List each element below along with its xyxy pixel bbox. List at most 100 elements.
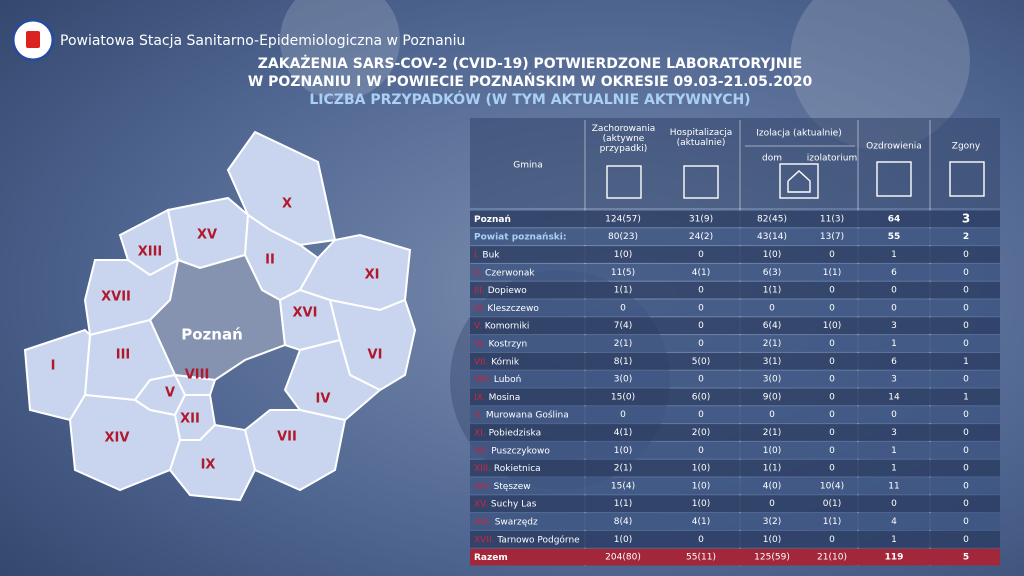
cell: 10(4) xyxy=(820,481,844,491)
cell: 6 xyxy=(891,268,897,278)
cell: 2(1) xyxy=(763,339,781,349)
cell: 0 xyxy=(620,410,626,420)
cell: 1(0) xyxy=(614,446,632,456)
cell: 2(1) xyxy=(614,464,632,474)
row-name: Razem xyxy=(474,553,508,563)
region xyxy=(68,393,182,492)
cell: 0 xyxy=(829,446,835,456)
row-label: IX. Mosina xyxy=(474,392,520,402)
cell: 0 xyxy=(963,250,969,260)
row-label: I. Buk xyxy=(474,250,500,260)
row-name: Dopiewo xyxy=(488,286,528,296)
cell: 3 xyxy=(891,321,897,331)
map-label: V xyxy=(165,386,175,401)
row-numeral: XIV. xyxy=(474,481,491,491)
cell: 1(0) xyxy=(763,535,781,545)
map-label: XV xyxy=(197,228,217,243)
cell: 6(0) xyxy=(692,392,710,402)
row-bg xyxy=(470,281,1000,299)
cell: 0 xyxy=(698,303,704,313)
cell: 64 xyxy=(888,214,901,224)
cell: 13(7) xyxy=(820,232,844,242)
row-bg xyxy=(470,548,1000,566)
cell: 11(5) xyxy=(611,268,635,278)
row-name: Luboń xyxy=(494,375,521,385)
row-name: Poznań xyxy=(474,214,511,224)
row-bg xyxy=(470,317,1000,335)
map-label: XIV xyxy=(105,431,130,446)
header-hospital: Hospitalizacja (aktualnie) xyxy=(669,128,733,148)
row-bg xyxy=(470,459,1000,477)
row-name: Swarzędz xyxy=(495,517,538,527)
cell: 0 xyxy=(829,303,835,313)
map-label: III xyxy=(116,348,131,363)
cell: 3(2) xyxy=(763,517,781,527)
cell: 0 xyxy=(963,303,969,313)
cell: 0 xyxy=(698,535,704,545)
map-label: XII xyxy=(180,412,200,427)
header-icons xyxy=(606,161,985,199)
cell: 0 xyxy=(698,339,704,349)
row-bg xyxy=(470,530,1000,548)
cell: 0 xyxy=(698,250,704,260)
cell: 0 xyxy=(829,428,835,438)
row-bg xyxy=(470,263,1000,281)
cell: 0 xyxy=(891,499,897,509)
cell: 1 xyxy=(891,250,897,260)
cell: 1 xyxy=(891,446,897,456)
map-label: Poznań xyxy=(181,326,243,344)
cell: 14 xyxy=(888,392,900,402)
row-label: Poznań xyxy=(474,214,511,224)
map-label: XVI xyxy=(293,306,318,321)
map-label: I xyxy=(51,359,56,374)
title-line: W POZNANIU I W POWIECIE POZNAŃSKIM W OKR… xyxy=(248,72,813,90)
row-bg xyxy=(470,513,1000,530)
map-label: X xyxy=(282,197,292,212)
cell: 4(1) xyxy=(692,517,710,527)
cell: 0 xyxy=(698,375,704,385)
cell: 7(4) xyxy=(614,321,632,331)
cell: 0 xyxy=(963,517,969,527)
cell: 11(3) xyxy=(820,214,844,224)
row-numeral: IX. xyxy=(474,392,486,402)
cell: 5(0) xyxy=(692,357,710,367)
row-numeral: XV. xyxy=(474,499,488,509)
cell: 0 xyxy=(829,286,835,296)
region xyxy=(283,338,382,422)
row-name: Pobiedziska xyxy=(489,428,542,438)
row-bg xyxy=(470,370,1000,388)
header-deaths: Zgony xyxy=(952,142,981,152)
region xyxy=(168,423,257,502)
cell: 24(2) xyxy=(689,232,713,242)
row-numeral: V. xyxy=(474,321,482,331)
row-numeral: I. xyxy=(474,250,480,260)
row-label: XIV. Stęszew xyxy=(474,481,531,491)
cell: 1(1) xyxy=(614,286,632,296)
row-numeral: XI. xyxy=(474,428,486,438)
region xyxy=(243,409,347,492)
map-label: IX xyxy=(201,458,216,473)
header-gmina: Gmina xyxy=(513,161,542,171)
row-numeral: III. xyxy=(474,286,485,296)
row-numeral: VII. xyxy=(474,357,488,367)
row-numeral: II. xyxy=(474,268,482,278)
cell: 0 xyxy=(963,410,969,420)
region-poznan xyxy=(148,253,287,382)
cell: 0 xyxy=(963,428,969,438)
table: Gmina Zachorowania (aktywne przypadki) H… xyxy=(470,118,1000,566)
map xyxy=(23,130,417,502)
cell: 1(1) xyxy=(823,517,841,527)
row-label: XI. Pobiedziska xyxy=(474,428,541,438)
row-numeral: XII. xyxy=(474,446,488,456)
row-name: Kostrzyn xyxy=(489,339,528,349)
row-name: Suchy Las xyxy=(491,499,537,509)
cell: 1 xyxy=(891,339,897,349)
cell: 2(1) xyxy=(763,428,781,438)
cell: 0(1) xyxy=(823,499,841,509)
cell: 0 xyxy=(829,375,835,385)
row-label: VII. Kórnik xyxy=(474,356,520,367)
logo xyxy=(11,18,55,62)
cell: 0 xyxy=(829,357,835,367)
icon-people xyxy=(606,165,642,199)
